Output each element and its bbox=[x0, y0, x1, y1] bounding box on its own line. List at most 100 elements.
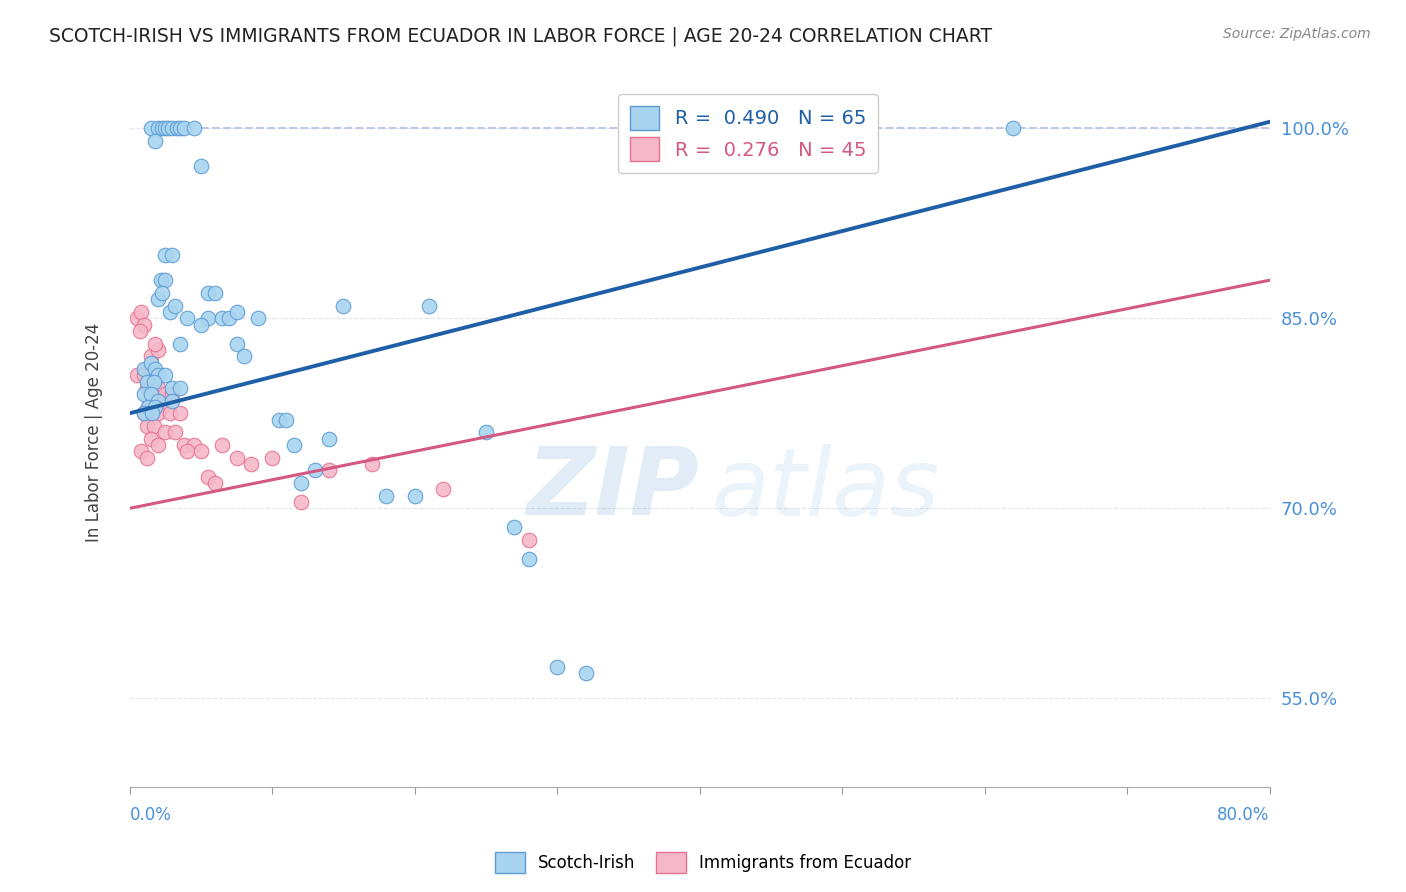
Point bbox=[136, 400, 159, 414]
Point bbox=[283, 438, 305, 452]
Point bbox=[143, 400, 166, 414]
Point bbox=[143, 393, 166, 408]
Point bbox=[197, 469, 219, 483]
Point bbox=[169, 406, 191, 420]
Text: Source: ZipAtlas.com: Source: ZipAtlas.com bbox=[1223, 27, 1371, 41]
Point bbox=[125, 311, 148, 326]
Point bbox=[157, 121, 180, 136]
Point bbox=[211, 438, 233, 452]
Point bbox=[166, 121, 188, 136]
Point bbox=[176, 444, 198, 458]
Point bbox=[155, 273, 177, 287]
Point bbox=[183, 121, 205, 136]
Point bbox=[246, 311, 269, 326]
Point bbox=[152, 400, 174, 414]
Point bbox=[375, 489, 398, 503]
Point bbox=[546, 659, 568, 673]
Text: atlas: atlas bbox=[711, 443, 939, 534]
Point bbox=[276, 412, 298, 426]
Point bbox=[148, 292, 170, 306]
Point bbox=[290, 475, 312, 490]
Point bbox=[143, 134, 166, 148]
Point bbox=[142, 375, 165, 389]
Point bbox=[503, 520, 526, 534]
Point bbox=[152, 121, 174, 136]
Point bbox=[165, 299, 187, 313]
Point bbox=[290, 495, 312, 509]
Point bbox=[225, 450, 247, 465]
Point bbox=[162, 381, 184, 395]
Point bbox=[139, 432, 162, 446]
Point bbox=[475, 425, 498, 440]
Point bbox=[318, 463, 340, 477]
Point bbox=[125, 368, 148, 383]
Point bbox=[155, 387, 177, 401]
Point bbox=[136, 400, 159, 414]
Point bbox=[204, 475, 226, 490]
Point bbox=[159, 406, 181, 420]
Point bbox=[517, 533, 540, 547]
Point bbox=[204, 285, 226, 300]
Point bbox=[148, 121, 170, 136]
Point bbox=[225, 336, 247, 351]
Point bbox=[239, 457, 262, 471]
Legend: R =  0.490   N = 65, R =  0.276   N = 45: R = 0.490 N = 65, R = 0.276 N = 45 bbox=[619, 95, 877, 173]
Legend: Scotch-Irish, Immigrants from Ecuador: Scotch-Irish, Immigrants from Ecuador bbox=[488, 846, 918, 880]
Text: ZIP: ZIP bbox=[527, 443, 700, 535]
Text: 0.0%: 0.0% bbox=[129, 806, 172, 824]
Point bbox=[135, 375, 157, 389]
Point bbox=[162, 121, 184, 136]
Point bbox=[132, 362, 155, 376]
Point bbox=[159, 305, 181, 319]
Point bbox=[132, 406, 155, 420]
Point bbox=[148, 368, 170, 383]
Point bbox=[318, 432, 340, 446]
Point bbox=[169, 381, 191, 395]
Point bbox=[418, 299, 440, 313]
Point bbox=[304, 463, 326, 477]
Point bbox=[132, 368, 155, 383]
Point bbox=[152, 285, 174, 300]
Point bbox=[155, 425, 177, 440]
Point bbox=[129, 444, 152, 458]
Point bbox=[173, 121, 195, 136]
Point bbox=[332, 299, 354, 313]
Point bbox=[139, 387, 162, 401]
Text: 80.0%: 80.0% bbox=[1218, 806, 1270, 824]
Point bbox=[225, 305, 247, 319]
Point bbox=[143, 336, 166, 351]
Point bbox=[176, 311, 198, 326]
Point bbox=[262, 450, 284, 465]
Point bbox=[128, 324, 150, 338]
Point bbox=[218, 311, 240, 326]
Point bbox=[135, 418, 157, 433]
Point bbox=[575, 666, 598, 681]
Point bbox=[148, 406, 170, 420]
Point bbox=[269, 412, 291, 426]
Point bbox=[148, 381, 170, 395]
Point bbox=[190, 444, 212, 458]
Point bbox=[169, 121, 191, 136]
Point bbox=[155, 368, 177, 383]
Point bbox=[155, 248, 177, 262]
Point bbox=[139, 406, 162, 420]
Point bbox=[155, 121, 177, 136]
Y-axis label: In Labor Force | Age 20-24: In Labor Force | Age 20-24 bbox=[86, 323, 103, 541]
Point bbox=[132, 318, 155, 332]
Point bbox=[135, 381, 157, 395]
Point bbox=[148, 343, 170, 357]
Point bbox=[361, 457, 384, 471]
Point bbox=[129, 305, 152, 319]
Point bbox=[132, 387, 155, 401]
Point bbox=[190, 159, 212, 173]
Point bbox=[517, 552, 540, 566]
Point bbox=[148, 393, 170, 408]
Point bbox=[404, 489, 426, 503]
Point bbox=[190, 318, 212, 332]
Point bbox=[141, 406, 163, 420]
Point bbox=[197, 311, 219, 326]
Point bbox=[132, 406, 155, 420]
Point bbox=[150, 273, 173, 287]
Text: SCOTCH-IRISH VS IMMIGRANTS FROM ECUADOR IN LABOR FORCE | AGE 20-24 CORRELATION C: SCOTCH-IRISH VS IMMIGRANTS FROM ECUADOR … bbox=[49, 27, 993, 46]
Point bbox=[162, 387, 184, 401]
